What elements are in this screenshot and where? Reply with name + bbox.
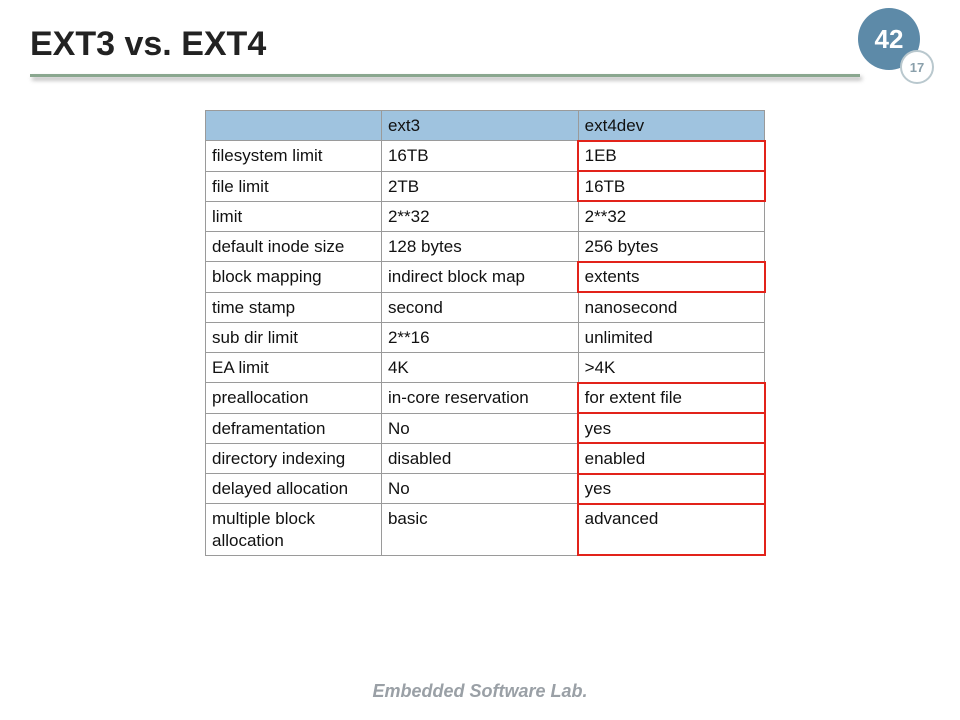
table-row: delayed allocationNoyes — [206, 474, 765, 504]
row-label: EA limit — [206, 353, 382, 383]
row-ext3: No — [381, 474, 578, 504]
row-label: default inode size — [206, 232, 382, 262]
row-label: directory indexing — [206, 443, 382, 473]
table-row: deframentationNoyes — [206, 413, 765, 443]
comparison-table-wrap: ext3 ext4dev filesystem limit16TB1EBfile… — [205, 110, 765, 556]
table-row: directory indexingdisabledenabled — [206, 443, 765, 473]
table-header-row: ext3 ext4dev — [206, 111, 765, 141]
row-ext3: disabled — [381, 443, 578, 473]
slide-title: EXT3 vs. EXT4 — [30, 25, 840, 64]
table-row: preallocationin-core reservationfor exte… — [206, 383, 765, 413]
row-ext3: in-core reservation — [381, 383, 578, 413]
table-row: filesystem limit16TB1EB — [206, 141, 765, 171]
table-row: sub dir limit2**16unlimited — [206, 322, 765, 352]
slide: EXT3 vs. EXT4 42 17 ext3 ext4dev filesys… — [0, 0, 960, 720]
page-badge-small: 17 — [900, 50, 934, 84]
row-ext4: advanced — [578, 504, 764, 556]
row-label: block mapping — [206, 262, 382, 292]
row-label: sub dir limit — [206, 322, 382, 352]
row-ext4: 256 bytes — [578, 232, 764, 262]
row-label: limit — [206, 201, 382, 231]
table-row: block mappingindirect block mapextents — [206, 262, 765, 292]
row-ext3: No — [381, 413, 578, 443]
title-area: EXT3 vs. EXT4 — [30, 25, 840, 77]
table-header-blank — [206, 111, 382, 141]
table-row: default inode size128 bytes256 bytes — [206, 232, 765, 262]
row-ext4: yes — [578, 474, 764, 504]
row-ext4: enabled — [578, 443, 764, 473]
table-row: time stampsecondnanosecond — [206, 292, 765, 322]
footer-text: Embedded Software Lab. — [0, 681, 960, 702]
row-label: filesystem limit — [206, 141, 382, 171]
table-row: limit2**322**32 — [206, 201, 765, 231]
row-ext4: nanosecond — [578, 292, 764, 322]
row-ext3: 4K — [381, 353, 578, 383]
row-ext3: 2**32 — [381, 201, 578, 231]
row-label: file limit — [206, 171, 382, 201]
table-header-ext4: ext4dev — [578, 111, 764, 141]
title-rule — [30, 74, 860, 77]
row-ext4: for extent file — [578, 383, 764, 413]
row-ext4: 16TB — [578, 171, 764, 201]
row-ext3: basic — [381, 504, 578, 556]
row-ext3: 128 bytes — [381, 232, 578, 262]
row-ext3: 16TB — [381, 141, 578, 171]
comparison-table: ext3 ext4dev filesystem limit16TB1EBfile… — [205, 110, 765, 556]
row-label: delayed allocation — [206, 474, 382, 504]
row-ext4: >4K — [578, 353, 764, 383]
row-ext4: 2**32 — [578, 201, 764, 231]
row-label: multiple block allocation — [206, 504, 382, 556]
table-row: multiple block allocationbasicadvanced — [206, 504, 765, 556]
table-header-ext3: ext3 — [381, 111, 578, 141]
row-label: preallocation — [206, 383, 382, 413]
row-ext4: 1EB — [578, 141, 764, 171]
row-label: deframentation — [206, 413, 382, 443]
row-ext3: second — [381, 292, 578, 322]
table-row: EA limit4K>4K — [206, 353, 765, 383]
row-ext4: yes — [578, 413, 764, 443]
row-ext4: extents — [578, 262, 764, 292]
row-ext3: 2TB — [381, 171, 578, 201]
row-ext3: 2**16 — [381, 322, 578, 352]
row-ext4: unlimited — [578, 322, 764, 352]
row-label: time stamp — [206, 292, 382, 322]
table-row: file limit2TB16TB — [206, 171, 765, 201]
row-ext3: indirect block map — [381, 262, 578, 292]
